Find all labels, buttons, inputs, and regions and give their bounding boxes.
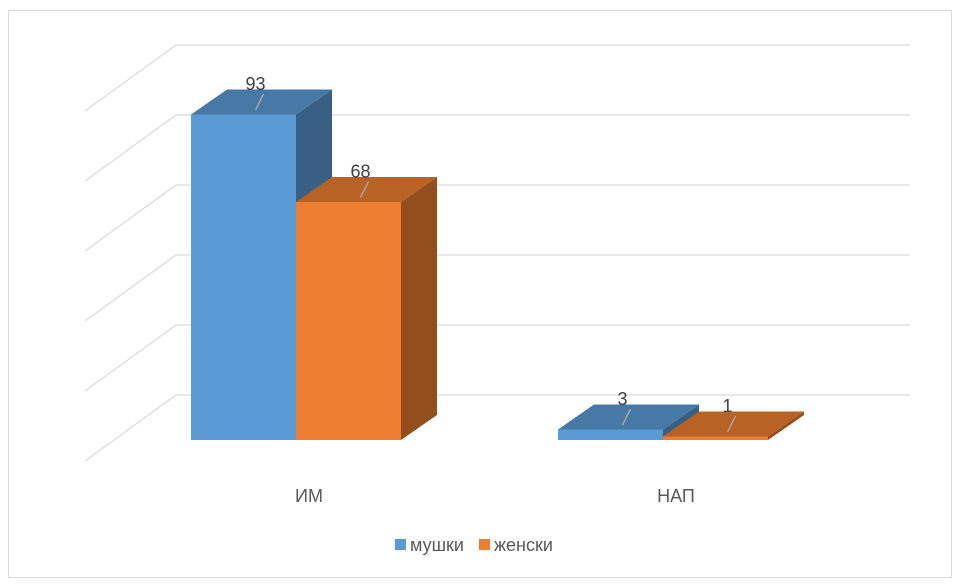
data-label: 3 (617, 389, 627, 409)
bar (663, 436, 768, 440)
gridline-side (84, 394, 177, 462)
bar (191, 114, 296, 440)
data-label: 1 (722, 396, 732, 416)
bar-top (191, 89, 332, 115)
gridline-side (84, 324, 177, 392)
bar-top (663, 411, 804, 437)
data-label: 93 (245, 74, 265, 94)
legend-swatch (395, 539, 406, 550)
legend-label: женски (494, 535, 553, 555)
chart-frame (8, 10, 952, 578)
gridline-side (84, 184, 177, 252)
category-label: ИМ (295, 486, 323, 506)
label-leader (254, 93, 265, 111)
label-leader (621, 408, 632, 426)
bar (558, 429, 663, 440)
legend-label: мушки (410, 535, 464, 555)
bar-side (768, 411, 804, 440)
label-leader (726, 415, 737, 433)
gridline-side (84, 114, 177, 182)
label-leader (359, 181, 370, 198)
category-label: НАП (657, 486, 695, 506)
data-label: 68 (350, 162, 370, 182)
legend-swatch (479, 539, 490, 550)
bar-top (296, 177, 437, 202)
gridline-side (84, 254, 177, 322)
bar-side (401, 177, 437, 440)
gridline-side (84, 44, 177, 112)
bar (296, 202, 401, 440)
bar-top (558, 404, 699, 430)
